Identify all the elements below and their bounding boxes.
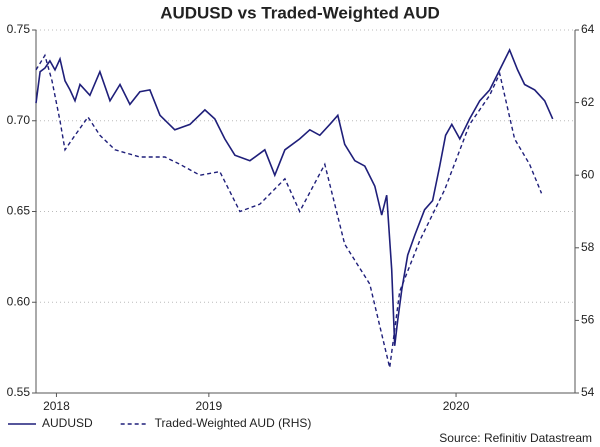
legend-label: AUDUSD [42, 416, 93, 430]
y2-tick-label: 64 [581, 22, 595, 36]
y2-tick-label: 56 [581, 313, 595, 327]
y-tick-label: 0.60 [7, 294, 31, 308]
y-tick-label: 0.75 [7, 22, 31, 36]
y-tick-label: 0.55 [7, 385, 31, 399]
y-tick-label: 0.65 [7, 204, 31, 218]
x-tick-label: 2018 [43, 399, 70, 413]
x-tick-label: 2020 [443, 399, 470, 413]
series-line [35, 53, 543, 368]
y2-tick-label: 58 [581, 240, 595, 254]
y2-tick-label: 54 [581, 385, 595, 399]
x-tick-label: 2019 [196, 399, 223, 413]
y-tick-label: 0.70 [7, 113, 31, 127]
legend-label: Traded-Weighted AUD (RHS) [155, 416, 312, 430]
y2-tick-label: 60 [581, 167, 595, 181]
series-line [35, 48, 554, 346]
y2-tick-label: 62 [581, 95, 595, 109]
chart-title: AUDUSD vs Traded-Weighted AUD [160, 3, 440, 22]
source-note: Source: Refinitiv Datastream [439, 431, 592, 445]
